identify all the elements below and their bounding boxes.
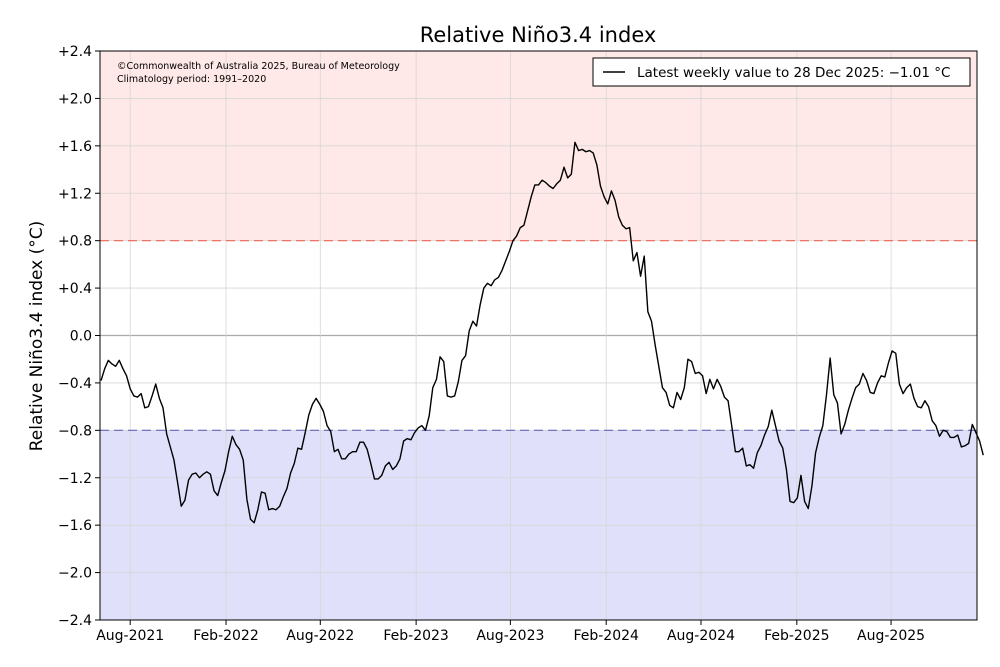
credit-climatology: Climatology period: 1991–2020: [117, 74, 266, 85]
legend-box: [592, 57, 971, 87]
series-line: [100, 141, 984, 524]
y-tick-label: −2.0: [58, 566, 92, 582]
x-tick-label: Aug-2025: [857, 628, 925, 644]
legend-entry: Latest weekly value to 28 Dec 2025: −1.0…: [637, 65, 950, 81]
x-tick-label: Aug-2022: [286, 628, 354, 644]
x-tick-label: Feb-2024: [573, 628, 639, 644]
x-axis-ticks: Aug-2021 Feb-2022 Aug-2022 Feb-2023 Aug-2023…: [96, 620, 925, 644]
x-tick-label: Aug-2024: [667, 628, 735, 644]
y-tick-label: +1.6: [58, 139, 92, 155]
chart-title: Relative Niño3.4 index: [420, 23, 657, 47]
threshold-lines: [100, 240, 977, 431]
x-tick-label: Feb-2023: [383, 628, 448, 644]
y-tick-label: +0.8: [58, 234, 92, 250]
y-tick-label: 0.0: [70, 329, 92, 345]
y-tick-label: −0.4: [58, 376, 92, 392]
y-tick-label: −1.6: [58, 518, 92, 534]
x-tick-label: Feb-2025: [764, 628, 829, 644]
y-axis-label: Relative Niño3.4 index (°C): [27, 221, 47, 452]
x-tick-label: Feb-2022: [193, 628, 258, 644]
y-tick-label: +1.2: [58, 186, 92, 202]
legend: Latest weekly value to 28 Dec 2025: −1.0…: [592, 57, 971, 87]
y-tick-label: +2.0: [58, 91, 92, 107]
y-tick-label: −1.2: [58, 471, 92, 487]
credit-copyright: ©Commonwealth of Australia 2025, Bureau …: [117, 61, 400, 72]
x-tick-label: Aug-2023: [476, 628, 544, 644]
x-tick-label: Aug-2021: [96, 628, 164, 644]
y-tick-label: +0.4: [58, 281, 92, 297]
y-tick-label: +2.4: [58, 44, 92, 60]
y-tick-label: −0.8: [58, 423, 92, 439]
y-tick-label: −2.4: [58, 613, 92, 629]
y-axis-ticks: −2.4 −2.0 −1.6 −1.2 −0.8 −0.4 0.0 +0.4 +0.8 +1.2 +…: [58, 44, 100, 629]
